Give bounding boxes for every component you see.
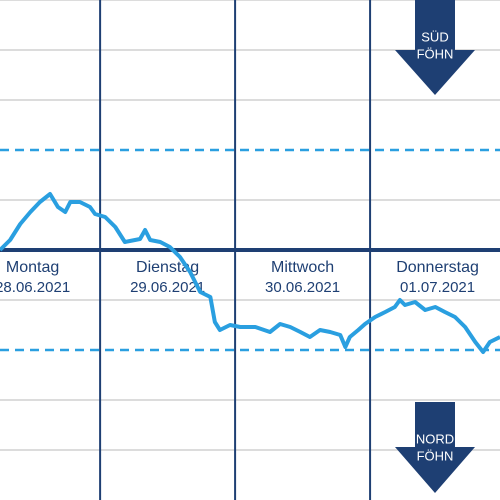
north-label: FÖHN [417,448,454,463]
data-line [0,192,500,354]
day-date: 29.06.2021 [130,279,205,296]
south-label: SÜD [421,29,448,44]
north-arrow [395,402,475,493]
day-date: 30.06.2021 [265,279,340,296]
north-label: NORD [416,431,454,446]
day-name: Mittwoch [271,259,334,276]
plot [0,192,500,354]
south-label: FÖHN [417,46,454,61]
south-arrow [395,0,475,95]
day-name: Montag [6,259,59,276]
day-date: 28.06.2021 [0,279,70,296]
day-date: 01.07.2021 [400,279,475,296]
day-name: Donnerstag [396,259,479,276]
